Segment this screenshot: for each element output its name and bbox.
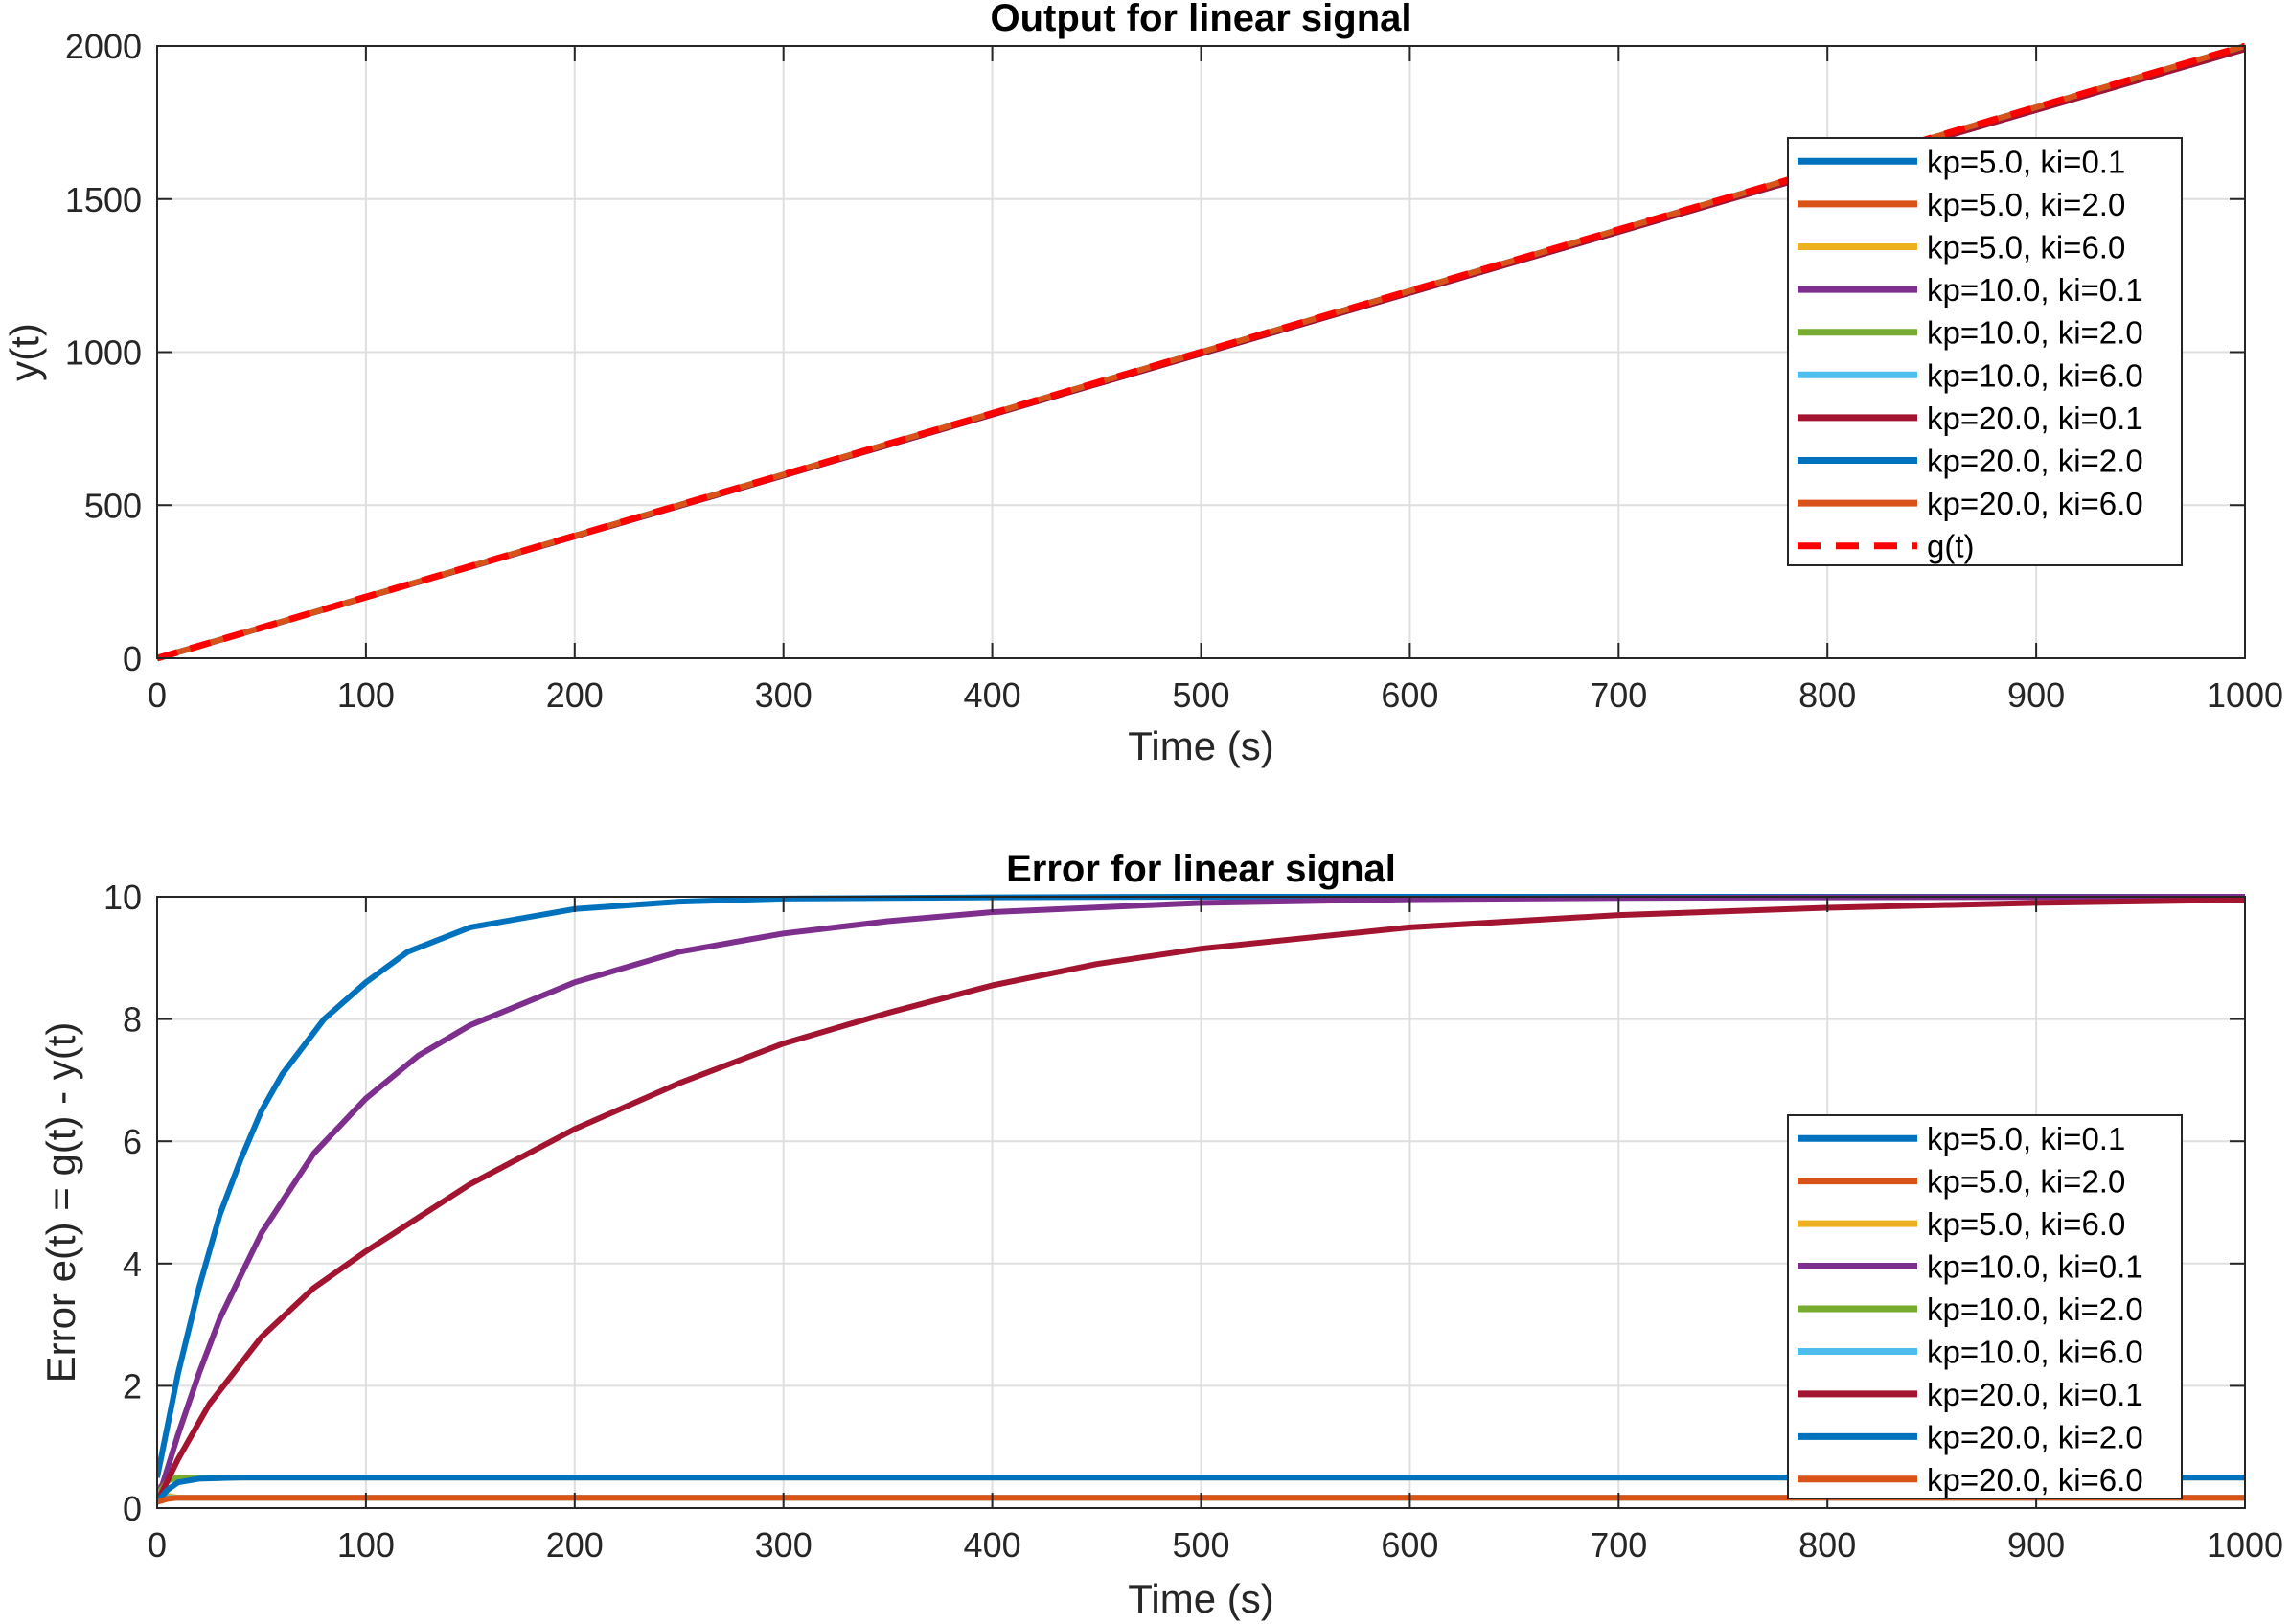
legend-entry-8: kp=20.0, ki=2.0: [1927, 1419, 2143, 1454]
subplot-1: 0 100 200 300 400 500 600 700 800 900 1000 0 500 1000…: [2, 0, 2283, 768]
x-tick-label: 600: [1381, 1525, 1438, 1565]
legend-entry-6: kp=10.0, ki=6.0: [1927, 357, 2143, 393]
y-tick-label: 500: [84, 486, 142, 525]
legend-entry-9: kp=20.0, ki=6.0: [1927, 486, 2143, 521]
x-tick-label: 0: [148, 1525, 167, 1565]
x-tick-label: 1000: [2207, 675, 2283, 715]
y-tick-label: 1000: [65, 333, 142, 373]
series-line-9: [157, 1495, 2245, 1505]
x-tick-label: 400: [964, 675, 1021, 715]
x-tick-label: 1000: [2207, 1525, 2283, 1565]
chart-title: Output for linear signal: [990, 0, 1411, 39]
x-tick-label: 900: [2007, 675, 2065, 715]
legend-entry-1: kp=5.0, ki=0.1: [1927, 1121, 2125, 1156]
legend-entry-8: kp=20.0, ki=2.0: [1927, 444, 2143, 479]
x-tick-label: 300: [755, 675, 813, 715]
x-tick-label: 100: [337, 675, 395, 715]
x-tick-label: 300: [755, 1525, 813, 1565]
legend-entry-2: kp=5.0, ki=2.0: [1927, 187, 2125, 222]
x-tick-label: 400: [964, 1525, 1021, 1565]
x-tick-label: 700: [1590, 1525, 1647, 1565]
x-tick-label: 0: [148, 675, 167, 715]
y-tick-label: 0: [123, 1489, 142, 1528]
legend-entry-10: g(t): [1927, 529, 1975, 564]
legend-entry-7: kp=20.0, ki=0.1: [1927, 1377, 2143, 1412]
y-tick-label: 8: [123, 1000, 142, 1040]
y-tick-label: 1500: [65, 180, 142, 219]
x-tick-label: 500: [1172, 1525, 1229, 1565]
legend-entry-4: kp=10.0, ki=0.1: [1927, 1249, 2143, 1285]
x-tick-label: 800: [1798, 1525, 1856, 1565]
y-tick-label: 0: [123, 639, 142, 678]
legend: kp=5.0, ki=0.1 kp=5.0, ki=2.0 kp=5.0, ki=6…: [1787, 1114, 2183, 1499]
y-tick-label: 4: [123, 1245, 142, 1284]
series-line-8: [157, 1475, 2245, 1504]
x-axis-label: Time (s): [1128, 723, 1273, 768]
x-axis-label: Time (s): [1128, 1576, 1273, 1621]
x-tick-label: 700: [1590, 675, 1647, 715]
x-tick-label: 600: [1381, 675, 1438, 715]
legend-entry-3: kp=5.0, ki=6.0: [1927, 230, 2125, 265]
legend-entry-7: kp=20.0, ki=0.1: [1927, 400, 2143, 436]
x-tick-label: 800: [1798, 675, 1856, 715]
x-tick-label: 200: [546, 675, 604, 715]
x-tick-label: 500: [1172, 675, 1229, 715]
legend-entry-5: kp=10.0, ki=2.0: [1927, 315, 2143, 351]
legend-box: [1787, 137, 2183, 566]
legend-entry-3: kp=5.0, ki=6.0: [1927, 1206, 2125, 1242]
y-tick-label: 6: [123, 1122, 142, 1161]
y-axis-label: Error e(t) = g(t) - y(t): [38, 1022, 83, 1384]
legend-entry-2: kp=5.0, ki=2.0: [1927, 1164, 2125, 1200]
x-tick-label: 900: [2007, 1525, 2065, 1565]
y-axis-label: y(t): [2, 323, 47, 381]
subplot-2: 0 100 200 300 400 500 600 700 800 900 1000 0 2 4 6 8 10 E…: [38, 848, 2283, 1621]
series-line-7: [157, 897, 2245, 1503]
legend-entry-4: kp=10.0, ki=0.1: [1927, 272, 2143, 308]
legend-entry-6: kp=10.0, ki=6.0: [1927, 1334, 2143, 1369]
x-tick-label: 100: [337, 1525, 395, 1565]
legend: kp=5.0, ki=0.1 kp=5.0, ki=2.0 kp=5.0, ki=6…: [1787, 137, 2183, 566]
x-tick-label: 200: [546, 1525, 604, 1565]
y-tick-label: 10: [103, 878, 142, 917]
chart-title: Error for linear signal: [1006, 848, 1396, 890]
legend-entry-5: kp=10.0, ki=2.0: [1927, 1292, 2143, 1327]
y-tick-label: 2: [123, 1366, 142, 1406]
legend-entry-9: kp=20.0, ki=6.0: [1927, 1462, 2143, 1498]
legend-entry-1: kp=5.0, ki=0.1: [1927, 144, 2125, 179]
y-tick-label: 2000: [65, 27, 142, 66]
